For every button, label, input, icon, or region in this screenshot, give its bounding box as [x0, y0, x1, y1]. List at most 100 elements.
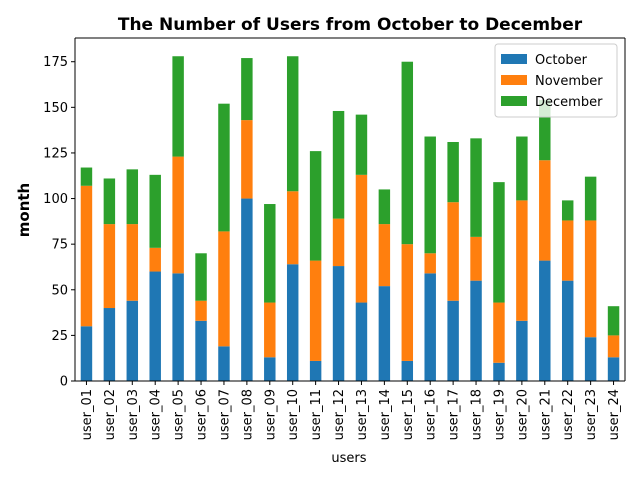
bar-october-user-21	[539, 260, 551, 381]
bar-october-user-02	[103, 308, 116, 381]
y-tick-label: 0	[60, 375, 68, 390]
x-tick-label: user_24	[607, 389, 622, 440]
bar-october-user-01	[80, 326, 93, 381]
x-tick-label: user_15	[401, 389, 416, 440]
bar-november-user-09	[264, 302, 276, 358]
bar-november-user-12	[332, 218, 345, 267]
y-tick-label: 75	[51, 238, 68, 253]
x-tick-label: user_07	[217, 389, 232, 440]
bar-october-user-12	[332, 266, 345, 381]
bars-layer	[80, 56, 620, 381]
bar-october-user-10	[286, 264, 299, 381]
x-tick-label: user_10	[286, 389, 301, 440]
bar-october-user-19	[493, 362, 505, 381]
bar-december-user-10	[286, 56, 299, 192]
legend-swatch-november	[501, 75, 527, 85]
legend: October November December	[494, 43, 618, 118]
x-tick-label: user_14	[378, 389, 393, 440]
bar-november-user-01	[80, 185, 93, 327]
bar-november-user-10	[286, 191, 299, 265]
bar-december-user-15	[401, 61, 414, 245]
x-tick-label: user_17	[447, 389, 462, 440]
bar-october-user-03	[126, 300, 139, 381]
x-tick-label: user_04	[149, 389, 164, 440]
bar-december-user-05	[172, 56, 184, 157]
bar-december-user-23	[584, 176, 597, 221]
x-tick-label: user_08	[240, 389, 255, 440]
bar-december-user-20	[516, 136, 528, 201]
chart-title: The Number of Users from October to Dece…	[118, 15, 583, 35]
x-tick-label: user_09	[263, 389, 278, 440]
bar-november-user-21	[539, 160, 551, 261]
bar-november-user-11	[309, 260, 322, 361]
y-tick-label: 150	[43, 101, 68, 116]
bar-november-user-08	[241, 120, 253, 199]
bar-october-user-18	[470, 280, 482, 381]
bar-november-user-05	[172, 156, 184, 274]
bar-october-user-04	[149, 271, 161, 381]
x-tick-label: user_16	[424, 389, 439, 440]
bar-october-user-17	[447, 300, 459, 381]
bar-december-user-17	[447, 141, 459, 203]
x-tick-label: user_23	[584, 389, 599, 440]
bar-october-user-06	[195, 320, 207, 381]
bar-november-user-06	[195, 300, 207, 321]
x-tick-label: user_12	[332, 389, 347, 440]
x-tick-label: user_06	[195, 389, 210, 440]
bar-november-user-13	[355, 174, 368, 303]
bar-december-user-11	[309, 151, 322, 261]
bar-october-user-15	[401, 360, 414, 381]
x-tick-label: user_01	[80, 389, 95, 440]
bar-october-user-22	[561, 280, 574, 381]
bar-december-user-22	[561, 200, 574, 221]
y-tick-label: 125	[43, 146, 68, 161]
bar-november-user-14	[378, 224, 391, 287]
y-tick-label: 25	[51, 329, 68, 344]
bar-december-user-07	[218, 103, 230, 232]
bar-december-user-19	[493, 182, 505, 303]
bar-november-user-17	[447, 202, 459, 301]
bar-november-user-03	[126, 224, 139, 301]
y-tick-label: 175	[43, 55, 68, 70]
x-tick-label: user_02	[103, 389, 118, 440]
bar-november-user-22	[561, 220, 574, 281]
bar-november-user-18	[470, 236, 482, 281]
x-tick-label: user_13	[355, 389, 370, 440]
x-tick-label: user_11	[309, 389, 324, 440]
bar-october-user-24	[607, 357, 620, 381]
bar-december-user-04	[149, 174, 161, 248]
legend-label-december: December	[535, 95, 603, 110]
bar-october-user-07	[218, 346, 230, 381]
bar-december-user-01	[80, 167, 93, 186]
bar-october-user-11	[309, 360, 322, 381]
bar-november-user-20	[516, 200, 528, 321]
bar-december-user-16	[424, 136, 436, 254]
bar-december-user-14	[378, 189, 391, 225]
y-tick-label: 50	[51, 283, 68, 298]
bar-november-user-19	[493, 302, 505, 363]
y-axis-label: month	[15, 183, 33, 237]
bar-november-user-16	[424, 253, 436, 274]
y-tick-label: 100	[43, 192, 68, 207]
bar-december-user-08	[241, 58, 253, 121]
bar-october-user-08	[241, 198, 253, 381]
bar-october-user-05	[172, 273, 184, 381]
legend-swatch-december	[501, 96, 527, 106]
bar-december-user-18	[470, 138, 482, 237]
bar-october-user-23	[584, 337, 597, 381]
bar-november-user-07	[218, 231, 230, 347]
x-tick-label: user_05	[172, 389, 187, 440]
x-tick-label: user_19	[492, 389, 507, 440]
bar-october-user-20	[516, 320, 528, 381]
bar-november-user-02	[103, 224, 116, 309]
bar-october-user-09	[264, 357, 276, 381]
x-tick-label: user_20	[515, 389, 530, 440]
bar-november-user-04	[149, 247, 161, 272]
x-axis-label: users	[331, 451, 366, 466]
bar-december-user-21	[539, 100, 551, 161]
bar-december-user-03	[126, 169, 139, 225]
x-tick-label: user_21	[538, 389, 553, 440]
bar-december-user-12	[332, 110, 345, 219]
